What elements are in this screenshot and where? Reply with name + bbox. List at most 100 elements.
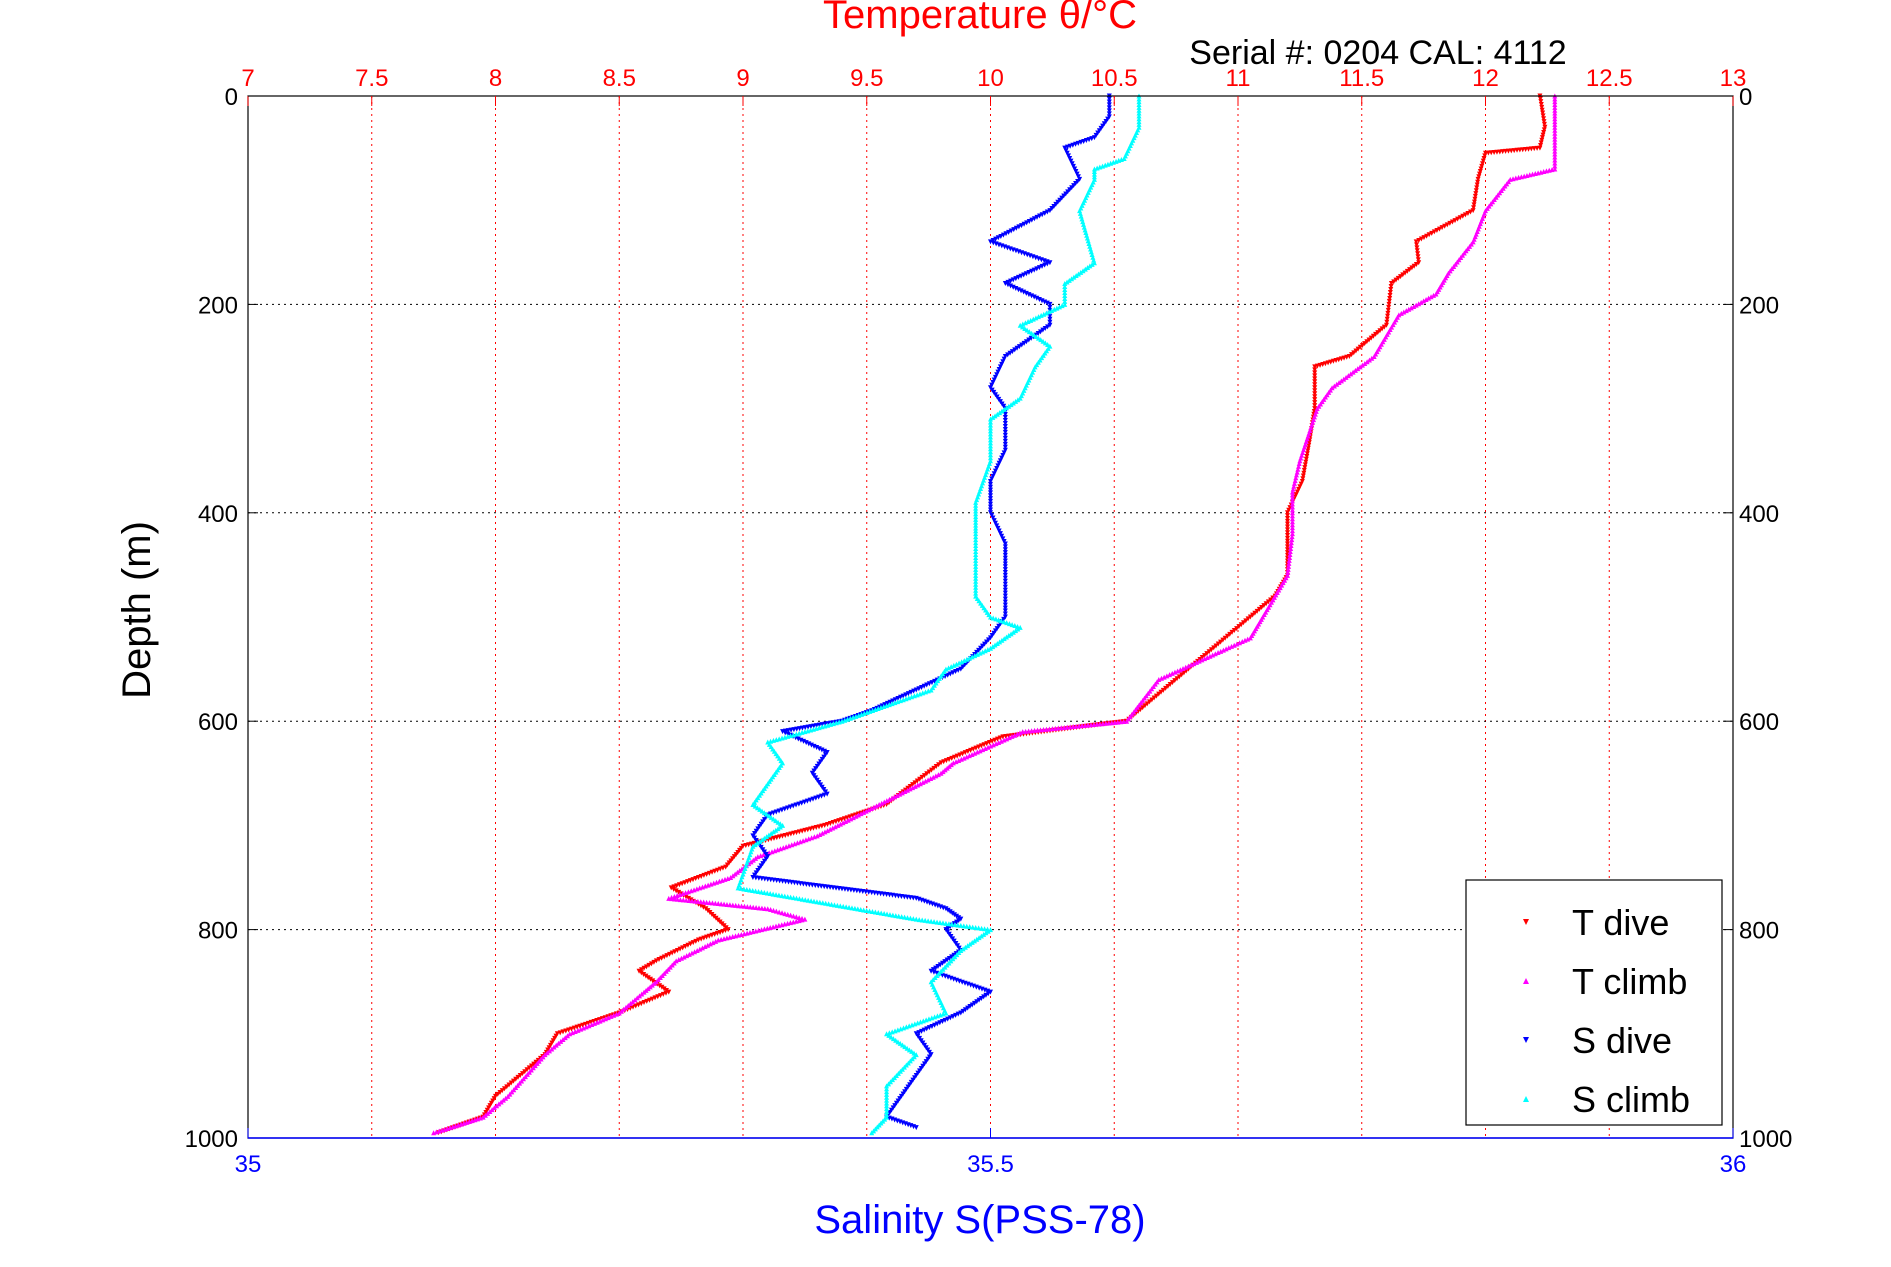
data-marker	[1460, 213, 1466, 219]
data-marker	[770, 891, 776, 897]
data-marker	[973, 925, 979, 931]
data-marker	[721, 936, 727, 942]
data-marker	[1373, 331, 1379, 337]
data-marker	[469, 1118, 475, 1124]
data-marker	[793, 914, 799, 920]
data-marker	[1355, 366, 1361, 372]
data-marker	[1059, 303, 1065, 309]
left-axis-tick-label: 200	[198, 292, 238, 319]
data-marker	[643, 964, 649, 970]
data-marker	[867, 708, 873, 714]
top-axis-tick-label: 12	[1472, 65, 1499, 92]
data-marker	[840, 903, 846, 909]
data-marker	[637, 993, 642, 999]
top-axis-tick-label: 10	[977, 65, 1004, 92]
data-marker	[1477, 169, 1483, 175]
data-marker	[1370, 333, 1376, 339]
data-marker	[928, 687, 934, 693]
data-marker	[1252, 610, 1258, 616]
data-marker	[1194, 659, 1200, 665]
data-marker	[1121, 156, 1127, 162]
data-marker	[1068, 158, 1074, 164]
data-marker	[1289, 531, 1295, 537]
data-marker	[764, 890, 770, 896]
data-marker	[694, 886, 700, 892]
data-marker	[1199, 655, 1205, 661]
data-marker	[1552, 102, 1558, 108]
data-marker	[827, 826, 833, 832]
data-marker	[1343, 374, 1349, 380]
data-marker	[1208, 647, 1214, 653]
data-marker	[1541, 119, 1547, 125]
data-marker	[1031, 216, 1037, 222]
data-marker	[619, 1008, 624, 1014]
data-marker	[1287, 549, 1293, 555]
left-axis-tick-label: 400	[198, 501, 238, 528]
data-marker	[1306, 440, 1312, 446]
data-marker	[1237, 640, 1243, 646]
data-marker	[940, 960, 946, 966]
data-marker	[583, 1024, 589, 1030]
data-marker	[1074, 171, 1080, 177]
data-marker	[713, 938, 719, 944]
data-marker	[1038, 329, 1044, 335]
data-marker	[1169, 670, 1175, 676]
data-marker	[892, 700, 898, 706]
data-marker	[767, 925, 773, 931]
data-marker	[1289, 492, 1295, 498]
data-marker	[558, 1038, 564, 1044]
data-marker	[826, 901, 832, 907]
data-marker	[1413, 302, 1419, 308]
data-marker	[822, 723, 828, 729]
data-marker	[997, 458, 1003, 464]
data-marker	[1049, 308, 1055, 314]
data-marker	[688, 941, 694, 947]
data-marker	[683, 890, 689, 896]
x-axis-label-salinity: Salinity S(PSS-78)	[814, 1198, 1145, 1242]
data-marker	[697, 946, 703, 952]
data-marker	[921, 773, 927, 779]
data-marker	[1136, 110, 1142, 116]
data-marker	[912, 783, 918, 789]
data-marker	[1175, 668, 1181, 674]
data-marker	[1002, 447, 1008, 453]
data-marker	[1057, 304, 1063, 310]
data-marker	[955, 922, 961, 928]
data-marker	[491, 1105, 497, 1111]
data-marker	[1452, 218, 1458, 224]
data-marker	[836, 719, 842, 725]
data-marker	[980, 747, 986, 753]
data-marker	[1002, 435, 1008, 441]
data-marker	[747, 929, 753, 935]
data-marker	[1142, 703, 1148, 709]
data-marker	[973, 563, 979, 569]
data-marker	[810, 726, 816, 732]
data-marker	[1116, 157, 1122, 163]
data-marker	[1034, 214, 1040, 220]
data-marker	[889, 795, 895, 801]
data-marker	[1312, 370, 1318, 376]
data-marker	[1289, 534, 1295, 540]
data-marker	[1002, 444, 1008, 450]
data-marker	[1542, 124, 1548, 130]
data-marker	[1204, 651, 1210, 657]
data-marker	[692, 949, 698, 955]
data-marker	[1359, 342, 1365, 348]
data-marker	[825, 722, 831, 728]
data-marker	[1537, 96, 1543, 102]
data-marker	[1001, 450, 1007, 456]
data-marker	[886, 1030, 892, 1036]
series-t-climb	[431, 93, 1558, 1136]
data-marker	[954, 919, 960, 925]
data-marker	[1227, 631, 1233, 637]
data-marker	[650, 978, 656, 984]
data-marker	[733, 933, 739, 939]
data-marker	[1206, 649, 1212, 655]
data-marker	[973, 581, 979, 587]
data-marker	[973, 502, 979, 508]
data-marker	[1242, 637, 1248, 643]
data-marker	[1289, 501, 1295, 507]
data-marker	[1552, 163, 1558, 169]
data-marker	[931, 919, 937, 925]
data-marker	[1414, 248, 1420, 254]
